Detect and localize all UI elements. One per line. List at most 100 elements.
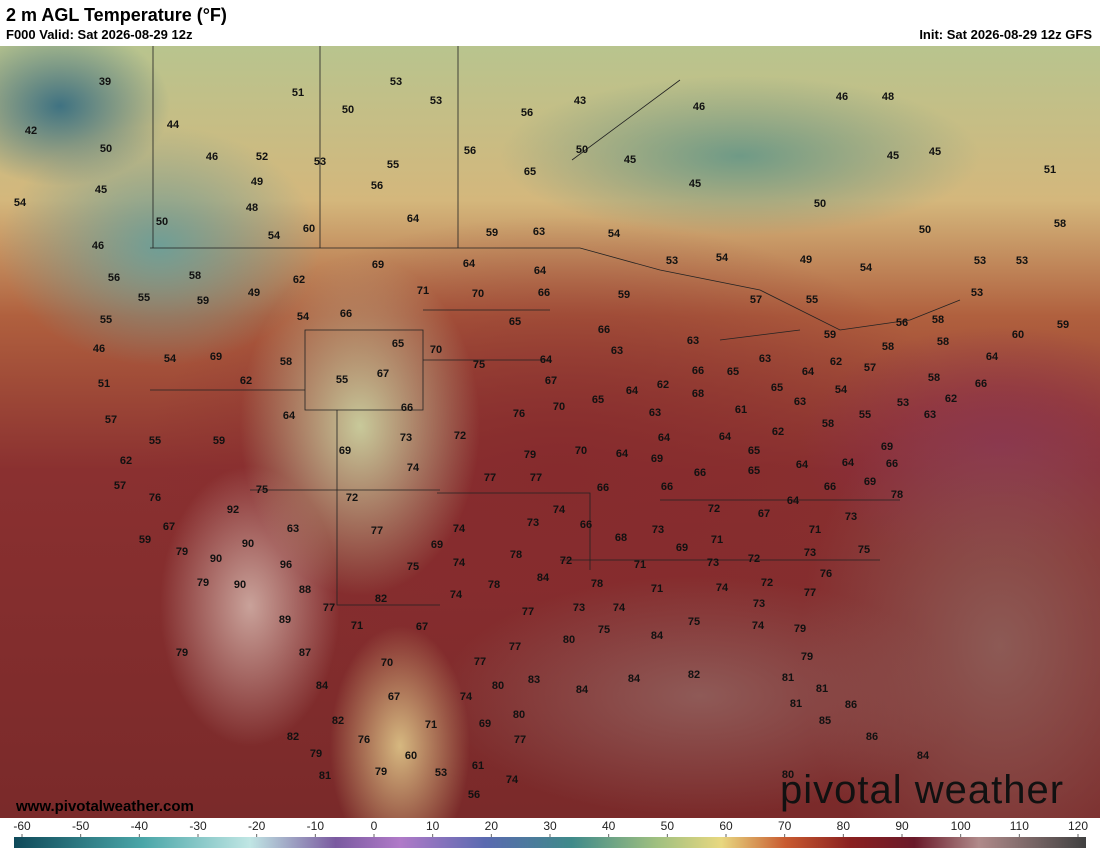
station-value: 82 bbox=[375, 593, 387, 605]
station-value: 67 bbox=[545, 375, 557, 387]
station-value: 62 bbox=[657, 379, 669, 391]
station-value: 82 bbox=[332, 715, 344, 727]
station-value: 74 bbox=[716, 582, 729, 594]
station-value: 64 bbox=[540, 354, 553, 366]
colorbar-tick-label: 50 bbox=[661, 819, 675, 833]
station-value: 57 bbox=[864, 362, 876, 374]
station-value: 53 bbox=[314, 156, 326, 168]
station-value: 62 bbox=[830, 356, 842, 368]
station-value: 69 bbox=[881, 441, 893, 453]
station-value: 70 bbox=[430, 344, 442, 356]
station-value: 62 bbox=[240, 375, 252, 387]
station-value: 73 bbox=[753, 598, 765, 610]
watermark: pivotal weather bbox=[780, 768, 1065, 812]
station-value: 54 bbox=[716, 252, 729, 264]
station-value: 55 bbox=[387, 159, 399, 171]
station-value: 79 bbox=[524, 449, 536, 461]
station-value: 71 bbox=[809, 524, 821, 536]
station-value: 64 bbox=[534, 265, 547, 277]
station-value: 59 bbox=[213, 435, 225, 447]
station-value: 58 bbox=[928, 372, 940, 384]
station-value: 92 bbox=[227, 504, 239, 516]
station-value: 71 bbox=[634, 559, 646, 571]
station-value: 65 bbox=[727, 366, 739, 378]
station-value: 96 bbox=[280, 559, 292, 571]
station-value: 56 bbox=[464, 145, 476, 157]
station-value: 75 bbox=[688, 616, 700, 628]
station-value: 75 bbox=[473, 359, 485, 371]
station-value: 58 bbox=[1054, 218, 1066, 230]
station-value: 84 bbox=[917, 750, 930, 762]
station-value: 63 bbox=[287, 523, 299, 535]
station-value: 77 bbox=[530, 472, 542, 484]
map: 39 51 53 53 50 43 46 46 48 42 44 50 46 52 53 55 56 56 50 45… bbox=[0, 46, 1100, 818]
station-value: 80 bbox=[563, 634, 575, 646]
station-value: 62 bbox=[945, 393, 957, 405]
station-value: 53 bbox=[974, 255, 986, 267]
station-value: 64 bbox=[407, 213, 420, 225]
init-time: Init: Sat 2026-08-29 12z GFS bbox=[919, 27, 1092, 42]
colorbar-tick-label: 10 bbox=[426, 819, 440, 833]
station-value: 69 bbox=[431, 539, 443, 551]
station-value: 45 bbox=[624, 154, 636, 166]
colorbar-tick-label: 60 bbox=[719, 819, 733, 833]
station-value: 64 bbox=[787, 495, 800, 507]
station-value: 87 bbox=[299, 647, 311, 659]
station-value: 80 bbox=[513, 709, 525, 721]
station-value: 53 bbox=[1016, 255, 1028, 267]
colorbar-tick-label: 90 bbox=[895, 819, 909, 833]
station-value: 64 bbox=[616, 448, 629, 460]
title: 2 m AGL Temperature (°F) bbox=[6, 5, 227, 25]
station-value: 58 bbox=[937, 336, 949, 348]
station-value: 51 bbox=[292, 87, 304, 99]
station-value: 50 bbox=[156, 216, 168, 228]
station-value: 77 bbox=[323, 602, 335, 614]
station-value: 69 bbox=[339, 445, 351, 457]
colorbar-tick-label: 110 bbox=[1010, 819, 1029, 833]
station-value: 64 bbox=[626, 385, 639, 397]
station-value: 45 bbox=[95, 184, 107, 196]
station-value: 66 bbox=[598, 324, 610, 336]
station-value: 74 bbox=[453, 523, 466, 535]
station-value: 54 bbox=[835, 384, 848, 396]
station-value: 76 bbox=[149, 492, 161, 504]
station-value: 85 bbox=[819, 715, 831, 727]
station-value: 77 bbox=[371, 525, 383, 537]
station-value: 69 bbox=[372, 259, 384, 271]
station-value: 74 bbox=[752, 620, 765, 632]
colorbar-tick-label: 40 bbox=[602, 819, 616, 833]
station-value: 70 bbox=[575, 445, 587, 457]
station-value: 58 bbox=[882, 341, 894, 353]
station-value: 79 bbox=[310, 748, 322, 760]
station-value: 70 bbox=[381, 657, 393, 669]
station-value: 55 bbox=[100, 314, 112, 326]
station-value: 48 bbox=[246, 202, 258, 214]
station-value: 43 bbox=[574, 95, 586, 107]
station-value: 59 bbox=[139, 534, 151, 546]
station-value: 76 bbox=[358, 734, 370, 746]
station-value: 54 bbox=[297, 311, 310, 323]
station-value: 64 bbox=[283, 410, 296, 422]
station-value: 74 bbox=[453, 557, 466, 569]
station-value: 71 bbox=[711, 534, 723, 546]
station-value: 58 bbox=[822, 418, 834, 430]
station-value: 55 bbox=[138, 292, 150, 304]
station-value: 82 bbox=[688, 669, 700, 681]
station-value: 72 bbox=[748, 553, 760, 565]
station-value: 79 bbox=[794, 623, 806, 635]
station-value: 76 bbox=[513, 408, 525, 420]
station-value: 69 bbox=[676, 542, 688, 554]
station-value: 64 bbox=[842, 457, 855, 469]
station-value: 42 bbox=[25, 125, 37, 137]
station-value: 64 bbox=[719, 431, 732, 443]
station-value: 72 bbox=[708, 503, 720, 515]
station-value: 73 bbox=[400, 432, 412, 444]
station-value: 63 bbox=[687, 335, 699, 347]
station-value: 66 bbox=[975, 378, 987, 390]
station-value: 53 bbox=[430, 95, 442, 107]
station-value: 63 bbox=[533, 226, 545, 238]
station-value: 69 bbox=[210, 351, 222, 363]
station-value: 84 bbox=[651, 630, 664, 642]
station-value: 71 bbox=[425, 719, 437, 731]
station-value: 67 bbox=[163, 521, 175, 533]
